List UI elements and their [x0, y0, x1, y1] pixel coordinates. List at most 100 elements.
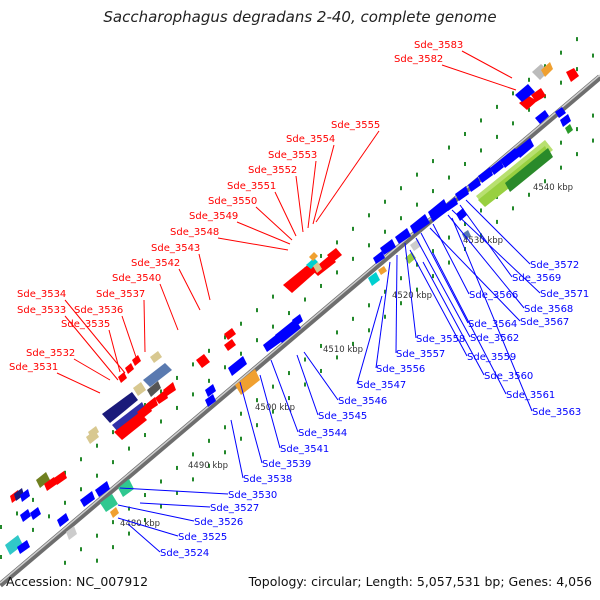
- gene-label[interactable]: Sde_3538: [243, 474, 292, 485]
- guide-dot: [592, 138, 594, 143]
- gene-label[interactable]: Sde_3572: [530, 260, 579, 271]
- leader-line: [295, 175, 304, 233]
- gene-label[interactable]: Sde_3561: [506, 390, 555, 401]
- guide-dot: [352, 256, 354, 261]
- leader-line: [217, 237, 289, 251]
- guide-dot: [432, 159, 434, 164]
- gene-label[interactable]: Sde_3560: [484, 371, 533, 382]
- gene-label[interactable]: Sde_3540: [112, 273, 161, 284]
- guide-dot: [336, 330, 338, 335]
- gene-label[interactable]: Sde_3566: [469, 290, 518, 301]
- leader-line: [315, 130, 380, 223]
- gene-label[interactable]: Sde_3530: [228, 490, 277, 501]
- gene-label[interactable]: Sde_3556: [376, 364, 425, 375]
- guide-dot: [464, 221, 466, 226]
- guide-dot: [160, 479, 162, 484]
- leader-line: [139, 502, 211, 508]
- guide-dot: [144, 518, 146, 523]
- gene-label[interactable]: Sde_3567: [520, 317, 569, 328]
- gene-label[interactable]: Sde_3550: [208, 196, 257, 207]
- guide-dot: [432, 274, 434, 279]
- gene-label[interactable]: Sde_3554: [286, 134, 335, 145]
- gene-label[interactable]: Sde_3555: [331, 120, 380, 131]
- guide-dot: [96, 473, 98, 478]
- gene-label[interactable]: Sde_3545: [318, 411, 367, 422]
- guide-dot: [480, 233, 482, 238]
- gene-label[interactable]: Sde_3532: [26, 348, 75, 359]
- gene-label[interactable]: Sde_3524: [160, 548, 209, 559]
- guide-dot: [464, 161, 466, 166]
- guide-dot: [480, 208, 482, 213]
- gene-label[interactable]: Sde_3557: [396, 349, 445, 360]
- guide-dot: [448, 145, 450, 150]
- guide-dot: [560, 50, 562, 55]
- gene-label[interactable]: Sde_3549: [189, 211, 238, 222]
- guide-dot: [416, 202, 418, 207]
- gene-label[interactable]: Sde_3552: [248, 165, 297, 176]
- guide-dot: [288, 396, 290, 401]
- guide-dot: [80, 547, 82, 552]
- guide-dot: [384, 289, 386, 294]
- gene-label[interactable]: Sde_3533: [17, 305, 66, 316]
- leader-line: [461, 50, 513, 79]
- gene-label[interactable]: Sde_3548: [170, 227, 219, 238]
- gene-label[interactable]: Sde_3553: [268, 150, 317, 161]
- ruler-tick: 4530 kbp: [463, 236, 503, 246]
- guide-dot: [544, 179, 546, 184]
- guide-dot: [304, 382, 306, 387]
- gene-label[interactable]: Sde_3543: [151, 243, 200, 254]
- guide-dot: [320, 368, 322, 373]
- guide-dot: [480, 118, 482, 123]
- leader-line: [409, 249, 468, 357]
- guide-dot: [400, 216, 402, 221]
- guide-dot: [96, 558, 98, 563]
- leader-line: [441, 64, 517, 91]
- gene-label[interactable]: Sde_3583: [414, 40, 463, 51]
- gene-label[interactable]: Sde_3526: [194, 517, 243, 528]
- guide-dot: [512, 206, 514, 211]
- gene-label[interactable]: Sde_3547: [357, 380, 406, 391]
- gene-label[interactable]: Sde_3569: [512, 273, 561, 284]
- gene-label[interactable]: Sde_3562: [470, 333, 519, 344]
- leader-line: [420, 232, 469, 324]
- gene-label[interactable]: Sde_3551: [227, 181, 276, 192]
- gene-label[interactable]: Sde_3582: [394, 54, 443, 65]
- gene-label[interactable]: Sde_3568: [524, 304, 573, 315]
- gene-label[interactable]: Sde_3525: [178, 532, 227, 543]
- leader-line: [119, 487, 229, 495]
- gene-label[interactable]: Sde_3536: [74, 305, 123, 316]
- gene-label[interactable]: Sde_3563: [532, 407, 581, 418]
- genome-summary-text: Topology: circular; Length: 5,057,531 bp…: [248, 574, 592, 589]
- gene-label[interactable]: Sde_3535: [61, 319, 110, 330]
- guide-dot: [368, 303, 370, 308]
- gene-label[interactable]: Sde_3542: [131, 258, 180, 269]
- gene-label[interactable]: Sde_3527: [210, 503, 259, 514]
- gene-label[interactable]: Sde_3534: [17, 289, 66, 300]
- gene-label[interactable]: Sde_3558: [416, 334, 465, 345]
- leader-line: [465, 199, 531, 265]
- gene-label[interactable]: Sde_3571: [540, 289, 589, 300]
- guide-dot: [224, 450, 226, 455]
- gene-label[interactable]: Sde_3541: [280, 444, 329, 455]
- gene-label[interactable]: Sde_3546: [338, 396, 387, 407]
- ruler-tick: 4480 kbp: [120, 519, 160, 529]
- guide-dot: [512, 91, 514, 96]
- gene-label[interactable]: Sde_3544: [298, 428, 347, 439]
- gene-label[interactable]: Sde_3564: [468, 319, 517, 330]
- guide-dot: [208, 348, 210, 353]
- guide-dot: [192, 392, 194, 397]
- leader-lines-forward: [56, 50, 517, 394]
- leader-line: [198, 253, 211, 301]
- leader-line: [159, 283, 179, 331]
- gene-label[interactable]: Sde_3531: [9, 362, 58, 373]
- ruler-tick: 4510 kbp: [323, 345, 363, 355]
- guide-dot: [192, 477, 194, 482]
- gene-label[interactable]: Sde_3539: [262, 459, 311, 470]
- guide-dot: [384, 229, 386, 234]
- forward-features: [10, 62, 579, 503]
- gene-label[interactable]: Sde_3537: [96, 289, 145, 300]
- guide-dot: [528, 77, 530, 82]
- gene-label[interactable]: Sde_3559: [467, 352, 516, 363]
- guide-dot: [208, 378, 210, 383]
